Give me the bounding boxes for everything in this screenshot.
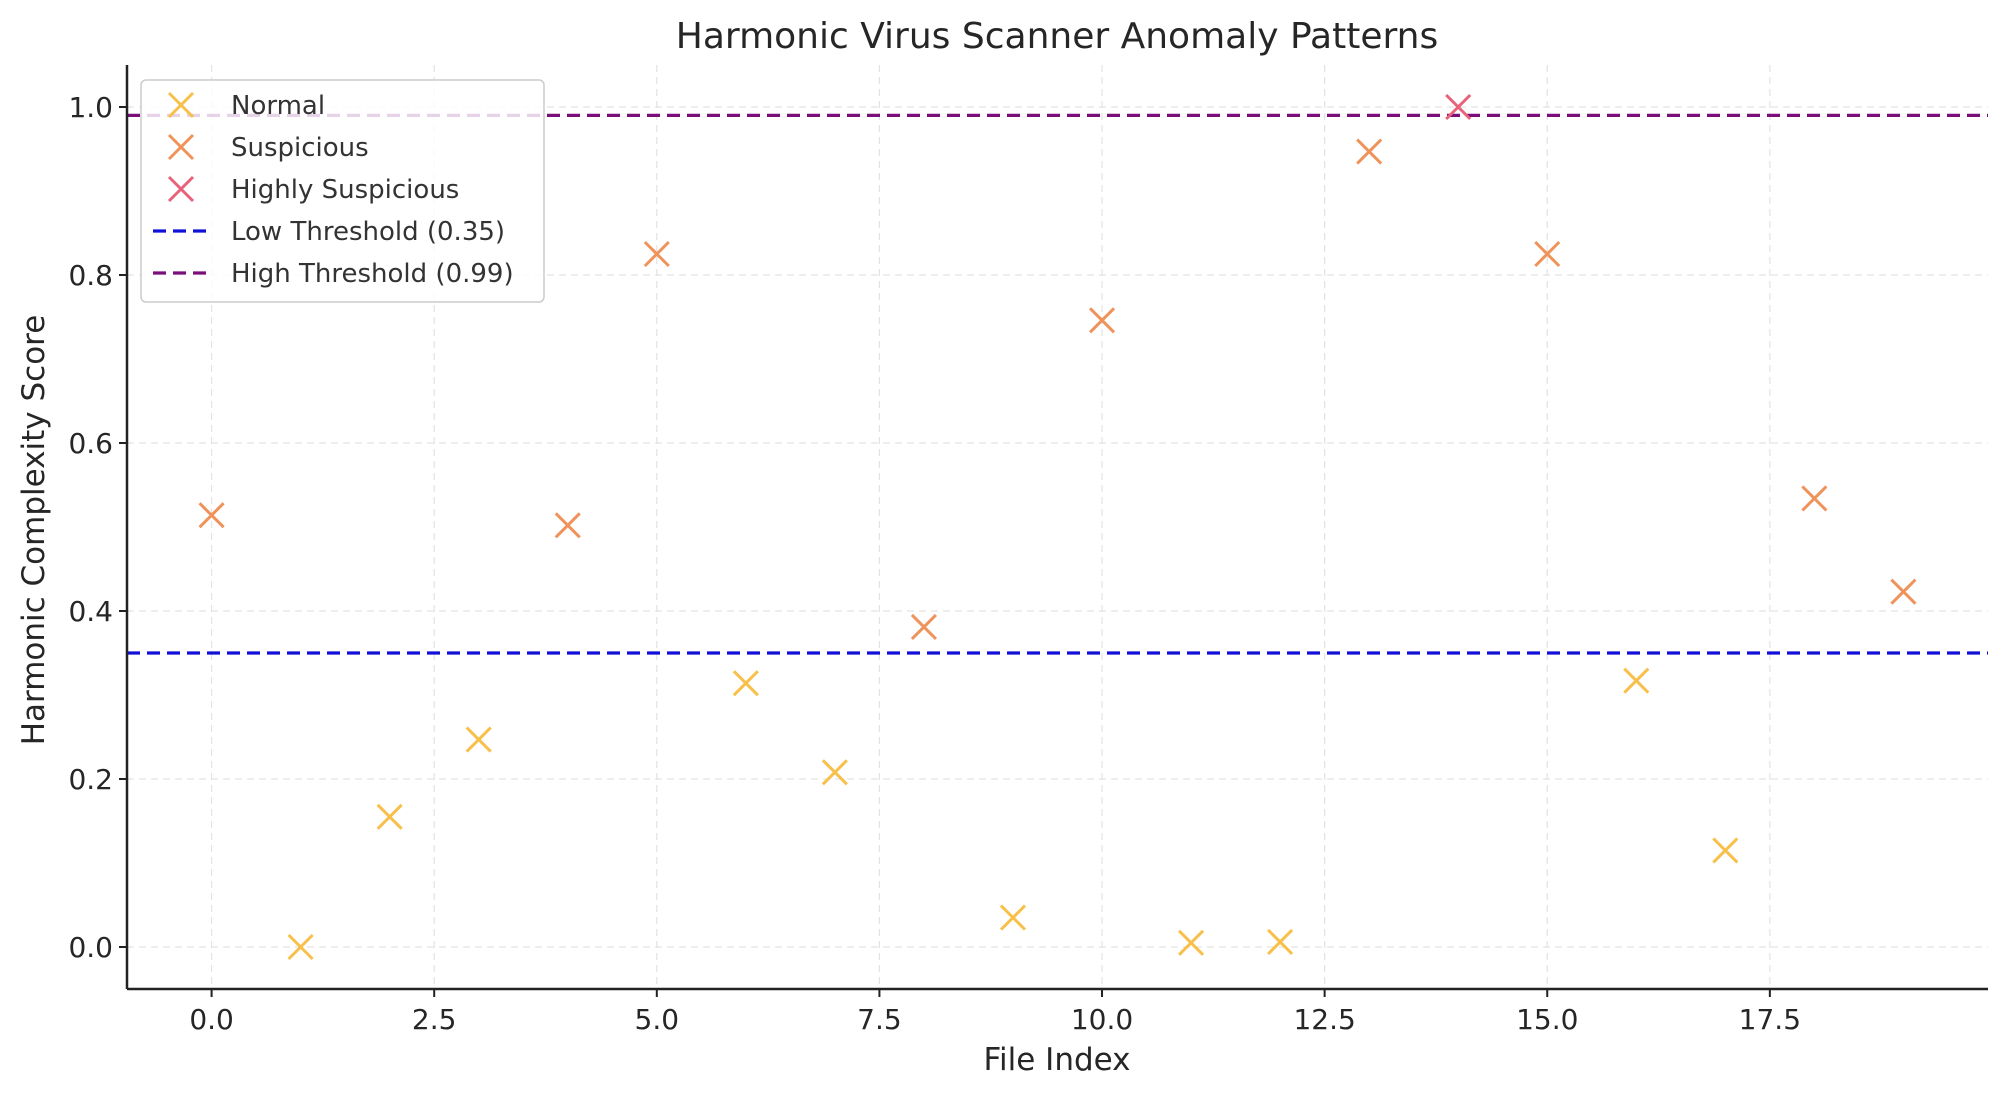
y-tick-label: 0.0 [68, 931, 113, 964]
marker-stroke [1356, 138, 1383, 165]
marker-stroke [643, 240, 670, 268]
x-tick-label: 5.0 [635, 1003, 680, 1036]
data-point [999, 904, 1027, 931]
marker-stroke [167, 175, 195, 203]
data-point [287, 933, 314, 961]
legend-label: Highly Suspicious [231, 175, 459, 205]
data-point [1623, 667, 1650, 694]
data-point [910, 613, 937, 641]
marker-stroke [1178, 929, 1205, 956]
y-tick-label: 0.4 [68, 595, 113, 628]
marker-stroke [1623, 667, 1650, 694]
legend-label: Low Threshold (0.35) [231, 217, 505, 247]
legend-marker [167, 133, 195, 161]
legend-marker [167, 175, 195, 203]
data-point [821, 759, 848, 786]
x-tick-label: 15.0 [1516, 1003, 1578, 1036]
chart-title: Harmonic Virus Scanner Anomaly Patterns [676, 16, 1438, 57]
marker-stroke [198, 502, 225, 529]
x-tick-label: 2.5 [412, 1003, 457, 1036]
marker-stroke [376, 803, 403, 830]
legend-marker [167, 91, 195, 119]
data-point [1445, 93, 1472, 121]
marker-stroke [167, 91, 195, 119]
legend-label: Normal [231, 91, 325, 121]
data-point [1267, 928, 1294, 956]
x-tick-label: 12.5 [1293, 1003, 1355, 1036]
x-tick-label: 7.5 [857, 1003, 902, 1036]
y-tick-label: 0.6 [68, 427, 113, 460]
grid-lines [127, 65, 1988, 989]
legend: Normal Suspicious Highly Suspicious Low Thr… [140, 79, 545, 303]
data-point [198, 502, 225, 529]
y-tick-label: 0.8 [68, 259, 113, 292]
marker-stroke [465, 726, 492, 753]
y-tick-label: 1.0 [68, 91, 113, 124]
x-axis-label: File Index [983, 1042, 1130, 1078]
marker-stroke [287, 933, 314, 961]
marker-stroke [1801, 485, 1828, 512]
data-point [1712, 837, 1739, 864]
data-point [376, 803, 403, 830]
marker-stroke [167, 133, 195, 161]
tick-marks: 0.0 2.5 5.0 7.5 10.0 12.5 15.0 17.5 0.0 0.2 0.4 0.6… [68, 91, 1801, 1036]
data-point [1801, 485, 1828, 512]
marker-stroke [732, 670, 759, 697]
legend-label: Suspicious [231, 133, 369, 163]
marker-stroke [1890, 578, 1917, 605]
marker-stroke [1088, 307, 1116, 334]
data-point [1178, 929, 1205, 956]
data-point [1356, 138, 1383, 165]
marker-stroke [910, 613, 937, 641]
marker-stroke [1712, 837, 1739, 864]
marker-stroke [554, 512, 581, 539]
data-point [465, 726, 492, 753]
axes [125, 65, 1988, 991]
legend-box [140, 79, 545, 303]
data-points [198, 93, 1917, 961]
data-point [732, 670, 759, 697]
legend-label: High Threshold (0.99) [231, 259, 514, 289]
marker-stroke [999, 904, 1027, 931]
x-tick-label: 17.5 [1739, 1003, 1801, 1036]
marker-stroke [1445, 93, 1472, 121]
x-tick-label: 10.0 [1071, 1003, 1133, 1036]
marker-stroke [1267, 928, 1294, 956]
data-point [1890, 578, 1917, 605]
data-point [554, 512, 581, 539]
x-tick-label: 0.0 [189, 1003, 234, 1036]
marker-stroke [821, 759, 848, 786]
data-point [643, 240, 670, 268]
y-axis-label: Harmonic Complexity Score [16, 315, 52, 746]
marker-stroke [1534, 240, 1561, 268]
y-tick-label: 0.2 [68, 763, 113, 796]
data-point [1534, 240, 1561, 268]
data-point [1088, 307, 1116, 334]
